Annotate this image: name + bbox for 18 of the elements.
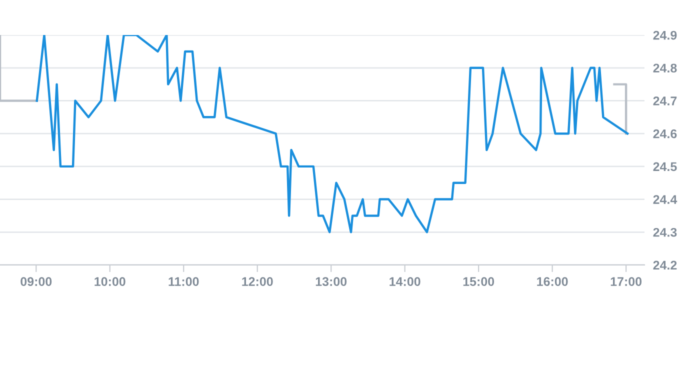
y-tick-label: 24.7 (653, 96, 677, 106)
x-tick-label: 09:00 (20, 277, 52, 286)
x-tick-label: 14:00 (390, 277, 420, 286)
x-tick-label: 13:00 (316, 277, 347, 286)
y-tick-label: 24.8 (653, 64, 677, 73)
x-tick-label: 10:00 (94, 277, 126, 286)
x-tick-label: 11:00 (168, 277, 199, 286)
x-tick-label: 15:00 (463, 277, 494, 286)
y-tick-label: 24.4 (653, 195, 678, 204)
y-tick-label: 24.9 (653, 30, 677, 40)
x-tick-label: 16:00 (537, 277, 568, 286)
line-series (36, 35, 629, 234)
x-tick-label: 12:00 (242, 277, 273, 286)
y-tick-label: 24.5 (653, 162, 677, 172)
y-tick-label: 24.2 (653, 260, 677, 270)
y-tick-label: 24.6 (653, 129, 677, 138)
y-tick-label: 24.3 (653, 228, 677, 237)
x-tick-label: 17:00 (610, 277, 642, 286)
